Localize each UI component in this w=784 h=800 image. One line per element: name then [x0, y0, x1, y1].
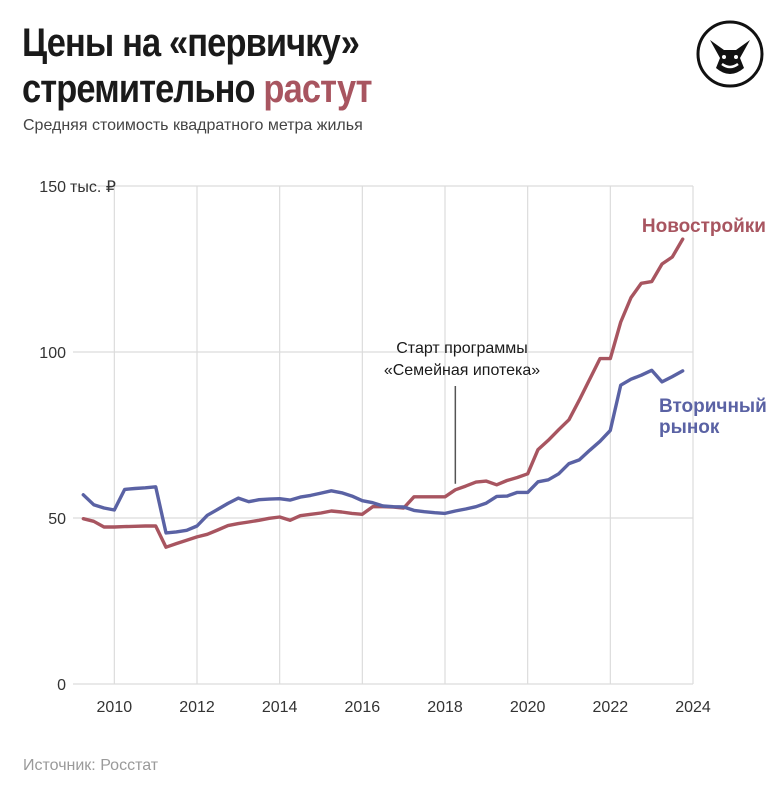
series-label-vtorichny-line-1: Вторичный [659, 396, 767, 417]
chart-title: Цены на «первичку» стремительно растут [22, 20, 373, 112]
chart-subtitle: Средняя стоимость квадратного метра жиль… [23, 117, 363, 134]
y-axis: 0 50 100 150 тыс. ₽ [39, 179, 116, 694]
y-tick-label: 100 [39, 345, 66, 362]
series-novostroyki-line [81, 237, 685, 549]
y-tick-label: 150 [39, 179, 66, 196]
series-label-vtorichny-line-2: рынок [659, 417, 720, 438]
x-tick-label: 2014 [262, 699, 298, 716]
y-tick-label: 50 [48, 511, 66, 528]
source-note: Источник: Росстат [23, 757, 159, 774]
y-unit-label: тыс. ₽ [70, 179, 116, 196]
y-tick-label: 0 [57, 677, 66, 694]
x-tick-label: 2024 [675, 699, 711, 716]
annotation: Старт программы «Семейная ипотека» [384, 340, 540, 484]
title-line-2-accent: растут [263, 67, 372, 111]
x-tick-label: 2022 [593, 699, 629, 716]
annotation-text-line-1: Старт программы [396, 340, 528, 357]
title-line-2-plain: стремительно [22, 67, 264, 111]
x-tick-label: 2012 [179, 699, 215, 716]
title-line-1: Цены на «первичку» [22, 21, 360, 65]
x-tick-label: 2020 [510, 699, 546, 716]
x-tick-label: 2010 [97, 699, 133, 716]
fox-icon [696, 20, 764, 88]
x-tick-label: 2018 [427, 699, 463, 716]
series-label-novostroyki: Новостройки [642, 216, 766, 237]
series-vtorichny-line [81, 368, 685, 535]
series-lines [81, 237, 685, 549]
annotation-text-line-2: «Семейная ипотека» [384, 362, 540, 379]
x-axis: 2010 2012 2014 2016 2018 2020 2022 2024 [97, 699, 711, 716]
x-tick-label: 2016 [345, 699, 381, 716]
grid [73, 185, 694, 685]
